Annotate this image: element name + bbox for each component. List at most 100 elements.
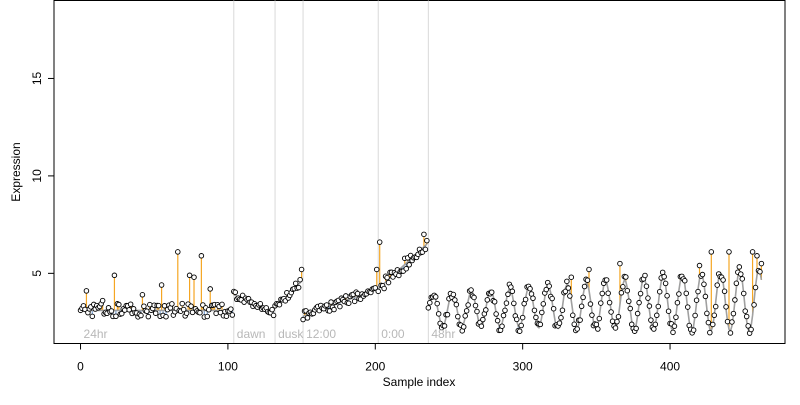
data-point: [499, 323, 505, 329]
data-point: [612, 325, 619, 331]
data-point: [531, 307, 538, 314]
data-point: [738, 271, 744, 277]
data-point: [527, 285, 533, 292]
x-axis-title: Sample index: [383, 375, 456, 389]
fit-lines: [80, 243, 763, 334]
data-point: [549, 295, 555, 302]
data-point: [642, 272, 648, 279]
data-point: [460, 324, 467, 330]
data-point: [519, 314, 526, 321]
data-point: [463, 308, 470, 314]
data-point: [615, 313, 622, 320]
data-point: [623, 274, 629, 280]
data-point: [714, 282, 720, 288]
data-point: [721, 288, 728, 295]
data-point: [626, 298, 632, 305]
x-tick-label: 400: [660, 360, 680, 374]
x-tick-label: 100: [218, 360, 238, 374]
data-point: [300, 316, 306, 323]
data-point: [659, 269, 666, 276]
data-point: [749, 249, 756, 255]
data-point: [276, 301, 283, 308]
x-tick-label: 200: [365, 360, 385, 374]
data-point: [546, 283, 552, 289]
data-point: [696, 262, 703, 269]
data-point: [494, 317, 501, 324]
data-point: [372, 285, 379, 291]
data-point: [730, 310, 737, 317]
data-point: [609, 318, 616, 324]
data-point: [450, 291, 457, 298]
data-point: [661, 273, 667, 280]
data-point: [540, 301, 547, 307]
data-point: [484, 297, 491, 303]
x-tick-label: 0: [77, 360, 84, 374]
data-point: [710, 321, 716, 328]
plot-frame: [53, 0, 786, 344]
data-point: [606, 299, 613, 306]
data-point: [733, 280, 740, 287]
x-tick-label: 300: [513, 360, 533, 374]
phase-lines: [233, 0, 429, 344]
data-point: [695, 288, 701, 295]
data-point: [757, 268, 763, 275]
data-point: [480, 316, 486, 323]
data-point: [567, 293, 573, 299]
data-point: [228, 306, 234, 312]
data-point: [465, 302, 471, 308]
data-point: [708, 249, 715, 255]
data-point: [337, 303, 343, 310]
data-point: [205, 307, 212, 313]
data-point: [570, 312, 576, 319]
data-point: [608, 309, 614, 315]
data-point: [595, 326, 601, 332]
data-point: [502, 307, 508, 314]
data-point: [752, 284, 759, 291]
data-point: [384, 274, 390, 281]
data-point: [665, 308, 672, 314]
data-point: [229, 312, 236, 318]
data-point: [620, 284, 626, 290]
data-point: [406, 262, 412, 268]
data-point: [720, 277, 726, 283]
data-point: [739, 276, 746, 282]
data-point: [676, 291, 682, 297]
data-point: [724, 318, 731, 325]
data-point: [127, 301, 134, 307]
data-point: [580, 294, 586, 301]
data-point: [269, 306, 275, 313]
data-point: [562, 288, 569, 295]
data-point: [682, 277, 688, 284]
data-point: [328, 299, 334, 305]
data-point: [144, 308, 150, 315]
data-point: [674, 299, 681, 306]
data-point: [711, 312, 718, 319]
phase-label: 48hr: [431, 327, 455, 341]
data-point: [471, 294, 477, 301]
data-point: [500, 312, 507, 319]
data-point: [175, 249, 181, 255]
data-point: [543, 286, 549, 293]
data-point: [559, 307, 566, 313]
data-point: [633, 325, 639, 332]
data-point: [354, 290, 361, 297]
data-point: [577, 317, 583, 323]
data-point: [145, 313, 152, 320]
data-point: [568, 274, 575, 280]
data-point: [516, 328, 523, 334]
data-point: [213, 310, 219, 317]
data-point: [758, 260, 765, 267]
data-point: [139, 292, 146, 298]
data-point: [488, 289, 495, 295]
data-point: [292, 280, 299, 287]
data-point: [533, 314, 539, 321]
data-point: [491, 299, 498, 305]
data-point: [514, 316, 520, 323]
data-point: [511, 300, 517, 307]
data-point: [712, 303, 719, 310]
data-point: [598, 300, 604, 306]
data-point: [180, 306, 187, 313]
data-point: [219, 301, 225, 308]
data-point: [223, 313, 230, 319]
x-axis: 0 100 200 300 400: [77, 343, 680, 374]
